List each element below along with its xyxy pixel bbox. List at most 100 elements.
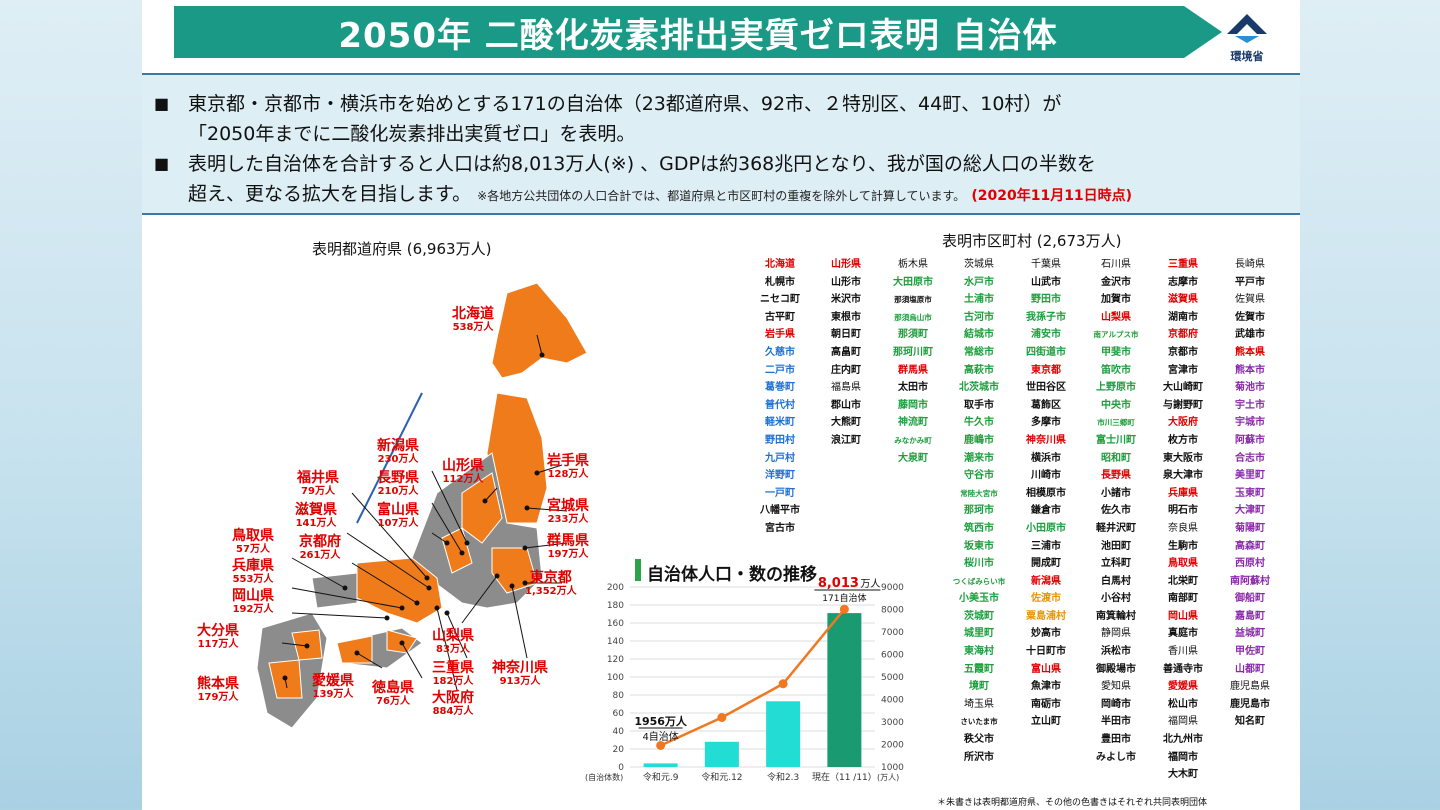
left-tick-label: 200 xyxy=(607,583,624,593)
municipality-cell: 東海村 xyxy=(964,646,994,658)
municipality-cell: 志摩市 xyxy=(1168,276,1198,288)
municipalities-heading: 表明市区町村 (2,673万人) xyxy=(942,232,1122,250)
municipality-cell: 那須塩原市 xyxy=(894,295,932,305)
municipality-cell: つくばみらい市 xyxy=(952,576,1006,586)
municipality-cell: 甲斐市 xyxy=(1101,346,1131,358)
pref-label: 宮城県 233万人 xyxy=(547,498,589,526)
municipality-cell: 佐賀県 xyxy=(1235,294,1265,306)
municipality-cell: 南アルプス市 xyxy=(1093,330,1139,340)
municipality-cell: 鳥取県 xyxy=(1168,558,1198,570)
municipality-cell: 南箕輪村 xyxy=(1096,610,1136,622)
municipality-cell: 多摩市 xyxy=(1031,417,1061,429)
pref-label: 岩手県 128万人 xyxy=(547,453,589,481)
municipality-cell: 佐久市 xyxy=(1101,505,1131,517)
municipality-cell: 古平町 xyxy=(765,311,795,323)
municipality-cell: 東大阪市 xyxy=(1163,452,1203,464)
pref-label: 兵庫県 553万人 xyxy=(232,558,274,586)
left-tick-label: 20 xyxy=(613,745,625,755)
municipality-cell: 与謝野町 xyxy=(1163,399,1203,411)
municipality-column: 北海道 札幌市 ニセコ町 古平町 岩手県 久慈市 二戸市 葛巻町 普代村 軽米町 野田村 九戸村 洋野町… xyxy=(746,256,814,538)
municipality-cell: 筑西市 xyxy=(964,522,994,534)
municipality-cell: 北九州市 xyxy=(1163,734,1203,746)
municipality-cell: 大木町 xyxy=(1168,769,1198,781)
bar xyxy=(704,741,739,767)
left-tick-label: 60 xyxy=(613,709,625,719)
municipality-cell: 茨城町 xyxy=(964,610,994,622)
municipality-column: 長崎県 平戸市 佐賀県 佐賀市 武雄市 熊本県 熊本市 菊池市 宇土市 宇城市 阿蘇市 合志市 美里町玉… xyxy=(1216,256,1284,731)
pref-label: 京都府 261万人 xyxy=(299,534,341,562)
right-tick-label: 9000 xyxy=(881,583,904,593)
pref-label: 大阪府 884万人 xyxy=(432,690,474,718)
municipality-cell: 妙高市 xyxy=(1031,628,1061,640)
municipality-cell: 鹿嶋市 xyxy=(964,434,994,446)
municipality-cell: 那須烏山市 xyxy=(894,312,932,322)
municipality-cell: 常総市 xyxy=(964,346,994,358)
municipality-cell: 水戸市 xyxy=(964,276,994,288)
population-point xyxy=(839,604,849,614)
municipality-cell: 葛飾区 xyxy=(1031,399,1061,411)
municipality-cell: 生駒市 xyxy=(1168,540,1198,552)
pref-label: 三重県 182万人 xyxy=(432,660,474,688)
municipality-cell: 宇城市 xyxy=(1235,417,1265,429)
municipality-column: 栃木県 大田原市 那須塩原市 那須烏山市 那須町 那珂川町 群馬県 太田市 藤岡市 神流町 みなかみ… xyxy=(879,256,947,467)
municipality-cell: 洋野町 xyxy=(765,470,795,482)
municipality-cell: 常陸大宮市 xyxy=(960,488,998,498)
municipality-cell: 群馬県 xyxy=(898,364,928,376)
municipality-cell: 普代村 xyxy=(765,399,795,411)
municipality-cell: 香川県 xyxy=(1168,646,1198,658)
category-label: 令和元.9 xyxy=(643,771,679,783)
municipality-cell: 那珂川町 xyxy=(893,346,933,358)
municipality-cell: 佐渡市 xyxy=(1031,593,1061,605)
municipality-cell: 半田市 xyxy=(1101,716,1131,728)
right-tick-label: 3000 xyxy=(881,718,904,728)
municipality-cell: 石川県 xyxy=(1101,259,1131,270)
municipality-cell: 小美玉市 xyxy=(959,593,999,605)
pref-label: 新潟県 230万人 xyxy=(377,438,419,466)
population-point xyxy=(656,740,666,750)
municipality-cell: 菊池市 xyxy=(1235,382,1265,394)
municipality-cell: 岩手県 xyxy=(765,329,795,341)
municipality-cell: 笛吹市 xyxy=(1101,364,1131,376)
municipality-cell: 城里町 xyxy=(964,628,994,640)
pref-label: 長野県 210万人 xyxy=(377,470,419,498)
category-label: 令和2.3 xyxy=(767,771,799,783)
municipality-cell: 熊本県 xyxy=(1235,346,1265,358)
municipality-cell: 明石市 xyxy=(1168,505,1198,517)
left-axis-unit: (自治体数) xyxy=(585,772,623,782)
municipality-cell: 北茨城市 xyxy=(959,382,999,394)
municipality-cell: 所沢市 xyxy=(964,751,994,763)
municipality-cell: 京都府 xyxy=(1168,329,1198,341)
last-pop-value: 8,013 xyxy=(818,576,859,591)
slide: 2050年 二酸化炭素排出実質ゼロ表明 自治体 環境省 ■ 東京都・京都市・横浜… xyxy=(142,0,1300,810)
municipality-cell: 美里町 xyxy=(1235,470,1265,482)
municipality-column: 千葉県 山武市 野田市 我孫子市 浦安市 四街道市 東京都 世田谷区 葛飾区 多摩市 神奈川県 横浜市… xyxy=(1012,256,1080,731)
bar xyxy=(827,613,862,767)
municipality-cell: 栃木県 xyxy=(898,259,928,270)
summary-note: ※各地方公共団体の人口合計では、都道府県と市区町村の重複を除外して計算しています… xyxy=(477,189,966,203)
right-tick-label: 5000 xyxy=(881,673,904,683)
municipality-cell: 茨城県 xyxy=(964,259,994,270)
pref-label: 山形県 112万人 xyxy=(442,458,484,486)
pref-label: 北海道 538万人 xyxy=(452,306,494,334)
municipality-cell: 桜川市 xyxy=(964,558,994,570)
municipality-cell: 合志市 xyxy=(1235,452,1265,464)
municipality-cell: 小谷村 xyxy=(1101,593,1131,605)
ministry-logo: 環境省 xyxy=(1218,12,1276,66)
right-tick-label: 8000 xyxy=(881,606,904,616)
municipality-cell: 福岡市 xyxy=(1168,751,1198,763)
summary-bullet-1: ■ 東京都・京都市・横浜市を始めとする171の自治体（23都道府県、92市、２特… xyxy=(154,89,1288,149)
municipality-cell: 善通寺市 xyxy=(1163,663,1203,675)
municipality-cell: 長野県 xyxy=(1101,470,1131,482)
municipality-cell: 守谷市 xyxy=(964,470,994,482)
municipality-cell: 玉東町 xyxy=(1235,487,1265,499)
municipality-cell: 松山市 xyxy=(1168,698,1198,710)
municipality-cell: 十日町市 xyxy=(1026,646,1066,658)
municipality-cell: 立山町 xyxy=(1031,716,1061,728)
municipality-cell: 北栄町 xyxy=(1168,575,1198,587)
municipality-cell: 白馬村 xyxy=(1101,575,1131,587)
pref-label: 福井県 79万人 xyxy=(297,470,339,498)
summary-line: 東京都・京都市・横浜市を始めとする171の自治体（23都道府県、92市、２特別区… xyxy=(188,93,1062,115)
municipality-cell: 五霞町 xyxy=(964,663,994,675)
municipality-cell: 秩父市 xyxy=(964,734,994,746)
municipality-cell: 宮津市 xyxy=(1168,364,1198,376)
